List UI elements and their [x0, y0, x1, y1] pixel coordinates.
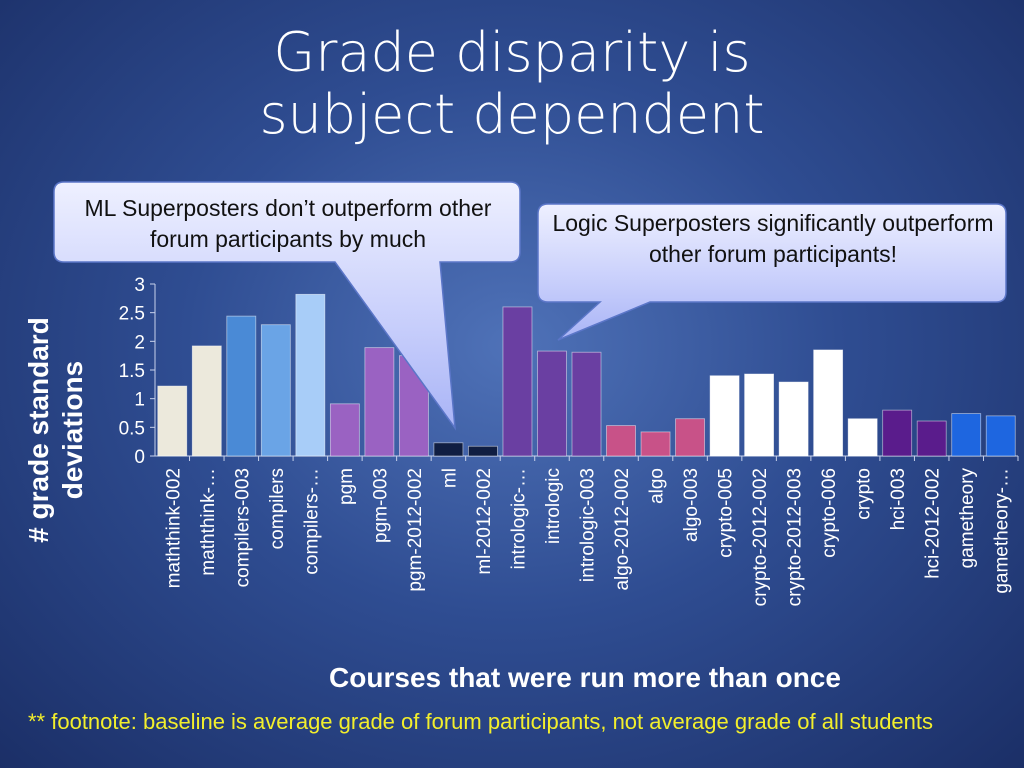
x-tick-label: crypto-2012-003 — [785, 468, 806, 606]
bar — [157, 385, 188, 457]
y-tick-label: 0.5 — [119, 418, 145, 439]
x-tick-label: crypto-005 — [716, 468, 737, 558]
x-tick-label: crypto — [854, 468, 875, 520]
y-tick-label: 1 — [134, 390, 145, 411]
y-tick-label: 2 — [134, 332, 145, 353]
bar — [433, 442, 464, 457]
x-tick-label: maththink-002 — [163, 468, 184, 588]
bar — [191, 345, 222, 457]
slide-title: Grade disparity is subject dependent — [0, 22, 1024, 146]
x-tick-label: hci-2012-002 — [923, 468, 944, 579]
bar — [985, 415, 1016, 457]
bar — [675, 418, 705, 457]
y-axis-label: # grade standard deviations — [23, 317, 88, 543]
x-tick-label: crypto-2012-002 — [750, 468, 771, 606]
bar — [537, 350, 567, 457]
x-tick-label: algo-003 — [681, 468, 702, 542]
bar — [847, 418, 878, 457]
bar — [260, 324, 291, 457]
x-tick-label: hci-003 — [888, 468, 909, 530]
x-tick-label: ml-2012-002 — [474, 468, 495, 575]
x-tick-label: gametheory-… — [992, 468, 1013, 594]
bar — [951, 413, 982, 457]
bar — [364, 347, 395, 457]
y-tick-label: 1.5 — [119, 361, 145, 382]
x-tick-label: crypto-006 — [819, 468, 840, 558]
bar — [329, 403, 360, 457]
x-tick-label: intrologic-… — [508, 468, 529, 569]
x-tick-label: compilers — [267, 468, 288, 549]
slide-title-line-1: Grade disparity is — [273, 21, 751, 84]
x-tick-label: intrologic — [543, 468, 564, 544]
x-tick-label: algo-2012-002 — [612, 468, 633, 591]
x-tick-label: compilers-003 — [232, 468, 253, 587]
x-tick-label: pgm-2012-002 — [405, 468, 426, 592]
slide-title-line-2: subject dependent — [259, 83, 765, 146]
callout-ml-text: ML Superposters don’t outperform other f… — [84, 195, 492, 252]
bar — [709, 375, 740, 457]
bar — [468, 445, 498, 457]
bar — [744, 373, 774, 457]
bar — [226, 315, 257, 457]
bar — [640, 431, 671, 457]
bar — [502, 306, 533, 457]
bar — [571, 351, 602, 457]
bar — [813, 349, 844, 457]
x-tick-label: pgm — [336, 468, 357, 505]
bar — [606, 425, 636, 457]
x-tick-label: gametheory — [957, 468, 978, 569]
bar — [295, 293, 326, 457]
bar — [399, 355, 429, 457]
y-tick-label: 0 — [134, 447, 145, 468]
x-tick-label: maththink-… — [198, 468, 219, 576]
bar — [882, 409, 913, 457]
x-tick-label: ml — [439, 468, 460, 488]
x-tick-label: compilers-… — [301, 468, 322, 575]
footnote: ** footnote: baseline is average grade o… — [28, 709, 934, 734]
x-tick-label: algo — [647, 468, 668, 504]
bar — [778, 381, 809, 457]
x-axis-label: Courses that were run more than once — [329, 662, 841, 693]
x-tick-label: intrologic-003 — [578, 468, 599, 582]
y-tick-label: 2.5 — [119, 304, 145, 325]
x-tick-label: pgm-003 — [370, 468, 391, 543]
bar — [916, 420, 947, 457]
y-tick-label: 3 — [134, 275, 145, 296]
callout-logic-text: Logic Superposters significantly outperf… — [552, 210, 994, 267]
